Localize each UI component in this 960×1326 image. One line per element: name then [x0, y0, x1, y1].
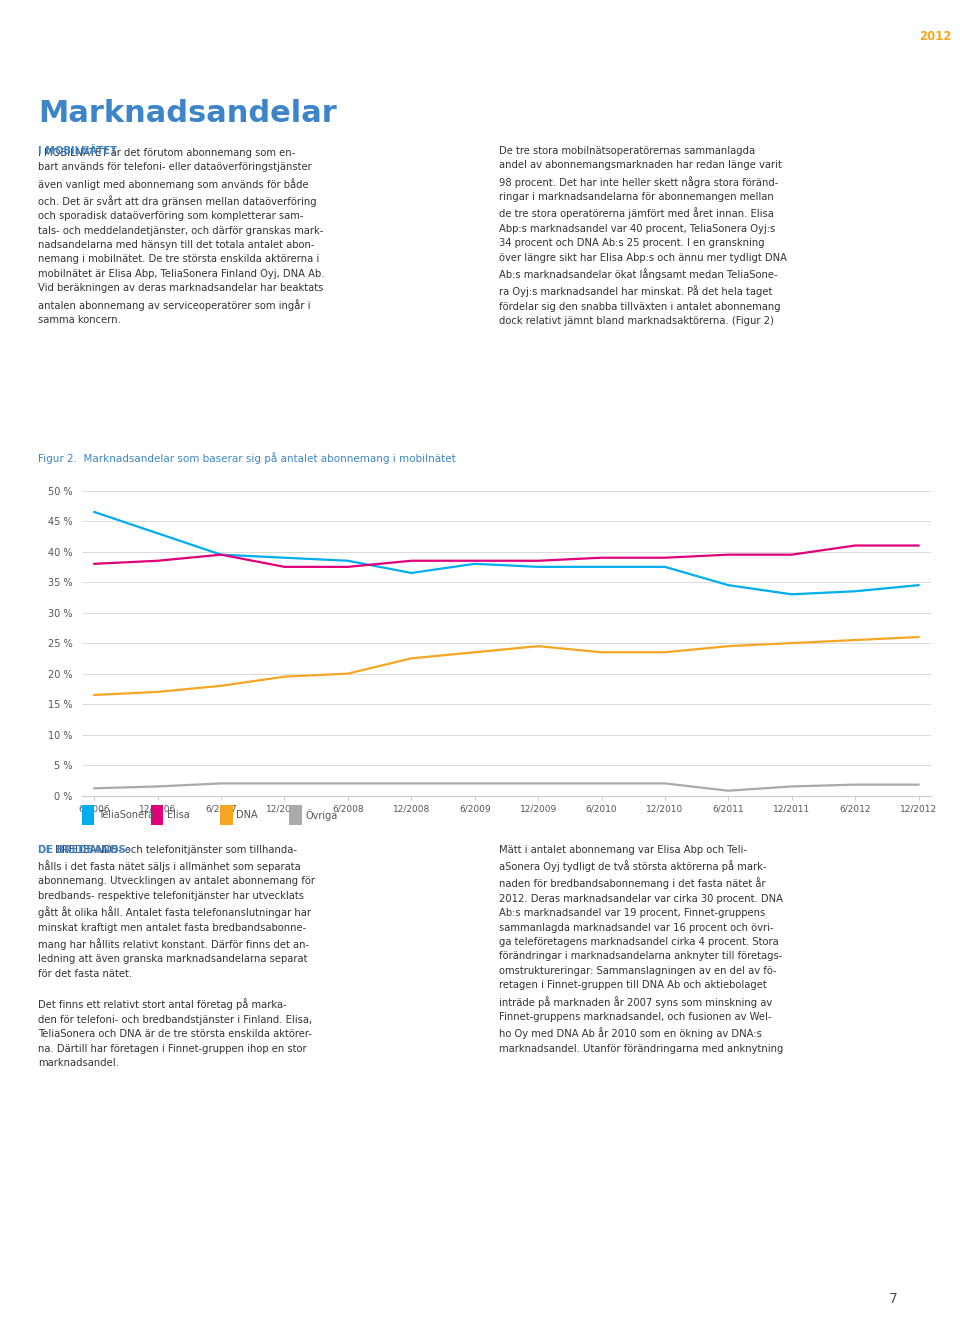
Text: I MOBILNÄTET: I MOBILNÄTET: [38, 146, 117, 156]
Bar: [289, 805, 301, 825]
Bar: [151, 805, 163, 825]
Text: DE BREDBANDS-: DE BREDBANDS-: [38, 845, 131, 855]
Bar: [220, 805, 232, 825]
Text: De tre stora mobilnätsoperatörernas sammanlagda
andel av abonnemangsmarknaden ha: De tre stora mobilnätsoperatörernas samm…: [499, 146, 787, 326]
Text: DNA: DNA: [236, 810, 257, 819]
Text: TeliaSonera: TeliaSonera: [98, 810, 154, 819]
Text: Marknadsandelar: Marknadsandelar: [38, 99, 337, 129]
Bar: [82, 805, 94, 825]
Text: Mätt i antalet abonnemang var Elisa Abp och Teli-
aSonera Oyj tydligt de två stö: Mätt i antalet abonnemang var Elisa Abp …: [499, 845, 783, 1054]
Text: DE BREDBANDS- och telefonitjänster som tillhanda-
hålls i det fasta nätet säljs : DE BREDBANDS- och telefonitjänster som t…: [38, 845, 316, 1067]
Text: 2012: 2012: [919, 30, 951, 42]
Text: Figur 2.  Marknadsandelar som baserar sig på antalet abonnemang i mobilnätet: Figur 2. Marknadsandelar som baserar sig…: [38, 452, 456, 464]
Text: 7: 7: [888, 1293, 898, 1306]
Text: Övriga: Övriga: [305, 809, 337, 821]
Text: I MOBILNÄTET är det förutom abonnemang som en-
bart används för telefoni- eller : I MOBILNÄTET är det förutom abonnemang s…: [38, 146, 324, 325]
Text: Översikt över kommunikationssektorn: Översikt över kommunikationssektorn: [600, 32, 813, 41]
Text: Elisa: Elisa: [167, 810, 189, 819]
